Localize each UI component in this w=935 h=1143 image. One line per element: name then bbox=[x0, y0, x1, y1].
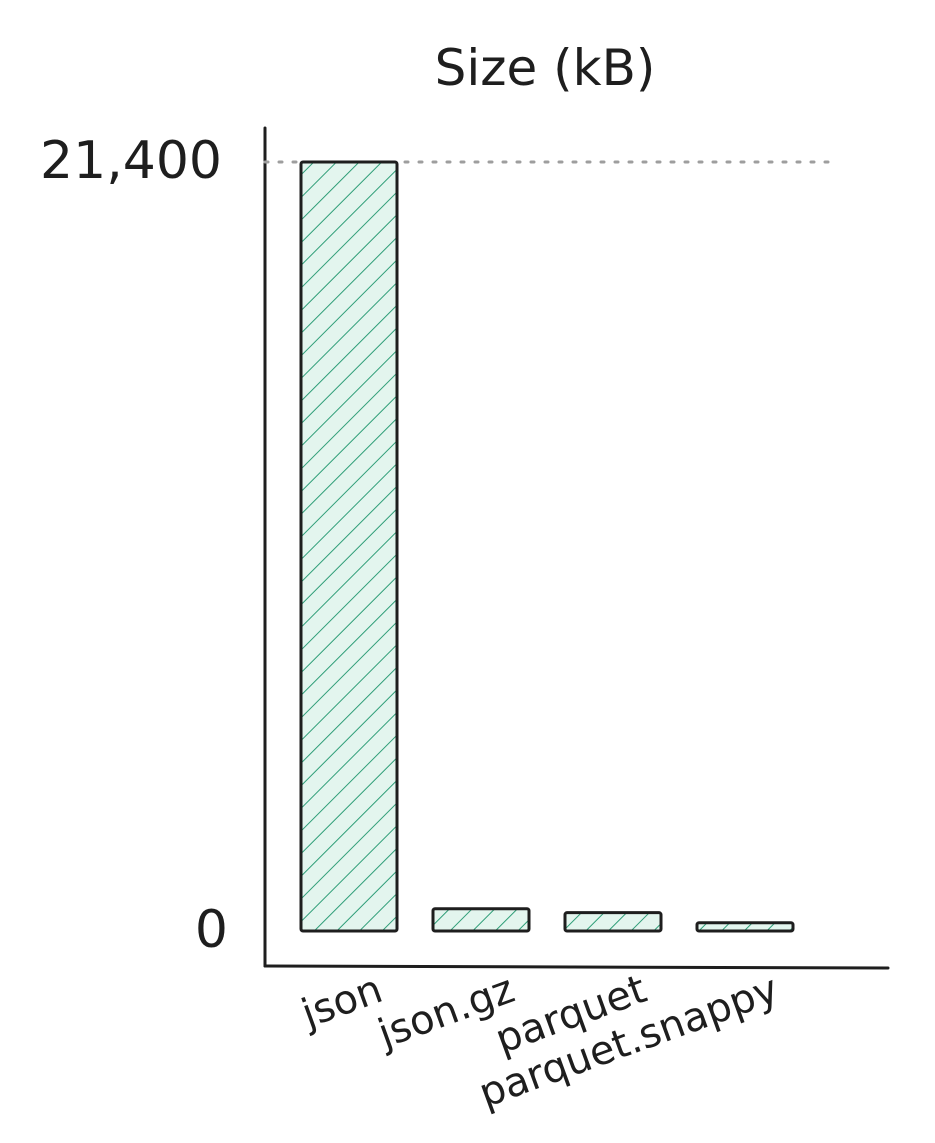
y-tick-label-zero: 0 bbox=[195, 900, 228, 960]
bar-json-gz bbox=[431, 907, 531, 933]
bar-json bbox=[299, 160, 399, 933]
x-axis bbox=[263, 964, 890, 970]
chart-title: Size (kB) bbox=[435, 39, 656, 97]
y-tick-label-max: 21,400 bbox=[40, 131, 222, 191]
bar-parquet-snappy bbox=[695, 921, 795, 933]
bars-group bbox=[299, 160, 795, 933]
x-tick-label-json: json bbox=[295, 966, 389, 1038]
bar-parquet bbox=[563, 911, 663, 933]
